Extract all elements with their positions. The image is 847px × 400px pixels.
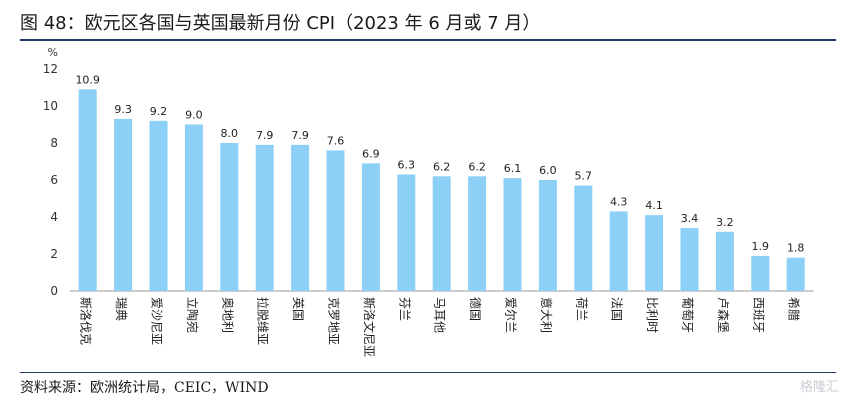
bar-10 [397, 174, 416, 291]
x-tick-label-group: 瑞典 [114, 297, 128, 321]
x-tick-label: 爱沙尼亚 [150, 297, 164, 345]
x-tick-label-group: 奥地利 [220, 297, 234, 333]
x-tick-label-group: 爱沙尼亚 [150, 297, 164, 345]
bar-17 [645, 215, 664, 291]
data-label: 1.9 [752, 240, 770, 253]
bar-chart: % 0 2 4 6 8 10 12 10.9 斯洛伐克 9.3 瑞典 9.2 爱沙尼亚 9.0 立陶宛 8.0 奥… [43, 46, 814, 357]
data-label: 6.1 [504, 162, 522, 175]
data-label: 9.2 [150, 105, 168, 118]
bar-13 [503, 178, 522, 291]
x-tick-label: 瑞典 [114, 297, 128, 321]
data-label: 7.9 [256, 129, 274, 142]
chart-title: 图 48：欧元区各国与英国最新月份 CPI（2023 年 6 月或 7 月） [20, 13, 541, 34]
x-tick-label: 德国 [468, 297, 483, 321]
x-tick-label-group: 希腊 [787, 297, 802, 321]
x-tick-label-group: 英国 [291, 297, 305, 321]
data-label: 3.4 [681, 212, 699, 225]
data-label: 7.6 [327, 134, 345, 147]
x-tick-label-group: 法国 [610, 297, 624, 321]
bar-2 [114, 118, 133, 291]
bar-8 [326, 150, 345, 291]
x-tick-label: 荷兰 [574, 297, 588, 321]
x-tick-label: 拉脱维亚 [256, 297, 271, 345]
x-tick-label-group: 马耳他 [433, 297, 447, 333]
data-label: 6.3 [398, 158, 416, 171]
bar-16 [609, 211, 628, 291]
y-axis-unit-label: % [48, 46, 58, 59]
data-label: 6.2 [468, 160, 486, 173]
y-tick-label: 8 [50, 136, 58, 150]
x-tick-label: 立陶宛 [185, 297, 200, 333]
y-tick-label: 2 [50, 247, 58, 261]
x-tick-label-group: 卢森堡 [716, 297, 731, 333]
bar-12 [468, 176, 487, 291]
bar-18 [680, 228, 699, 291]
source-rule [20, 372, 836, 373]
bar-6 [255, 144, 274, 291]
data-label: 3.2 [716, 216, 734, 229]
x-tick-label-group: 意大利 [539, 297, 554, 333]
watermark-logo: 格隆汇 [799, 380, 839, 395]
x-tick-label-group: 西班牙 [751, 297, 765, 333]
data-label: 7.9 [291, 129, 309, 142]
x-tick-label: 葡萄牙 [681, 297, 695, 333]
bar-4 [184, 124, 203, 291]
y-tick-label: 10 [43, 99, 58, 113]
data-label: 4.3 [610, 195, 628, 208]
x-tick-label-group: 斯洛文尼亚 [362, 297, 377, 357]
data-label: 1.8 [787, 242, 805, 255]
bar-3 [149, 120, 168, 291]
x-tick-label-group: 克罗地亚 [327, 297, 341, 345]
data-label: 6.9 [362, 147, 380, 160]
x-tick-label: 克罗地亚 [327, 297, 341, 345]
x-tick-label-group: 比利时 [645, 297, 659, 333]
data-label: 9.3 [114, 103, 132, 116]
bar-5 [220, 143, 239, 291]
x-tick-label: 比利时 [645, 297, 659, 333]
data-label: 8.0 [221, 127, 239, 140]
x-tick-label-group: 立陶宛 [185, 297, 200, 333]
x-tick-label: 芬兰 [397, 297, 411, 321]
x-tick-label: 意大利 [539, 297, 554, 333]
x-tick-label: 卢森堡 [716, 297, 731, 333]
data-label: 10.9 [75, 73, 100, 86]
y-tick-label: 0 [50, 284, 58, 298]
x-tick-label: 爱尔兰 [504, 297, 519, 333]
x-tick-label: 斯洛文尼亚 [362, 297, 377, 357]
bar-7 [291, 144, 310, 291]
bar-9 [361, 163, 380, 291]
x-tick-label-group: 芬兰 [397, 297, 411, 321]
x-tick-label: 西班牙 [751, 297, 765, 333]
x-tick-label-group: 德国 [468, 297, 483, 321]
x-tick-label: 奥地利 [220, 297, 234, 333]
x-tick-label: 英国 [291, 297, 305, 321]
x-tick-label-group: 葡萄牙 [681, 297, 695, 333]
bar-21 [786, 257, 805, 291]
y-tick-label: 6 [50, 173, 58, 187]
title-rule [20, 39, 836, 41]
bar-20 [751, 255, 770, 291]
y-tick-label: 12 [43, 62, 58, 76]
bar-1 [78, 89, 97, 291]
data-label: 4.1 [645, 199, 663, 212]
bar-11 [432, 176, 451, 291]
source-note: 资料来源：欧洲统计局，CEIC，WIND [20, 380, 269, 396]
x-tick-label-group: 爱尔兰 [504, 297, 519, 333]
data-label: 6.2 [433, 160, 451, 173]
bar-15 [574, 185, 593, 291]
x-tick-label: 希腊 [787, 297, 802, 321]
x-tick-label: 斯洛伐克 [79, 297, 94, 345]
x-tick-label: 马耳他 [433, 297, 447, 333]
data-label: 5.7 [575, 170, 593, 183]
y-tick-label: 4 [50, 210, 58, 224]
bar-19 [715, 231, 734, 291]
x-tick-label-group: 拉脱维亚 [256, 297, 271, 345]
x-tick-label-group: 荷兰 [574, 297, 588, 321]
bar-14 [538, 180, 557, 291]
x-tick-label: 法国 [610, 297, 624, 321]
data-label: 6.0 [539, 164, 557, 177]
data-label: 9.0 [185, 109, 203, 122]
x-tick-label-group: 斯洛伐克 [79, 297, 94, 345]
